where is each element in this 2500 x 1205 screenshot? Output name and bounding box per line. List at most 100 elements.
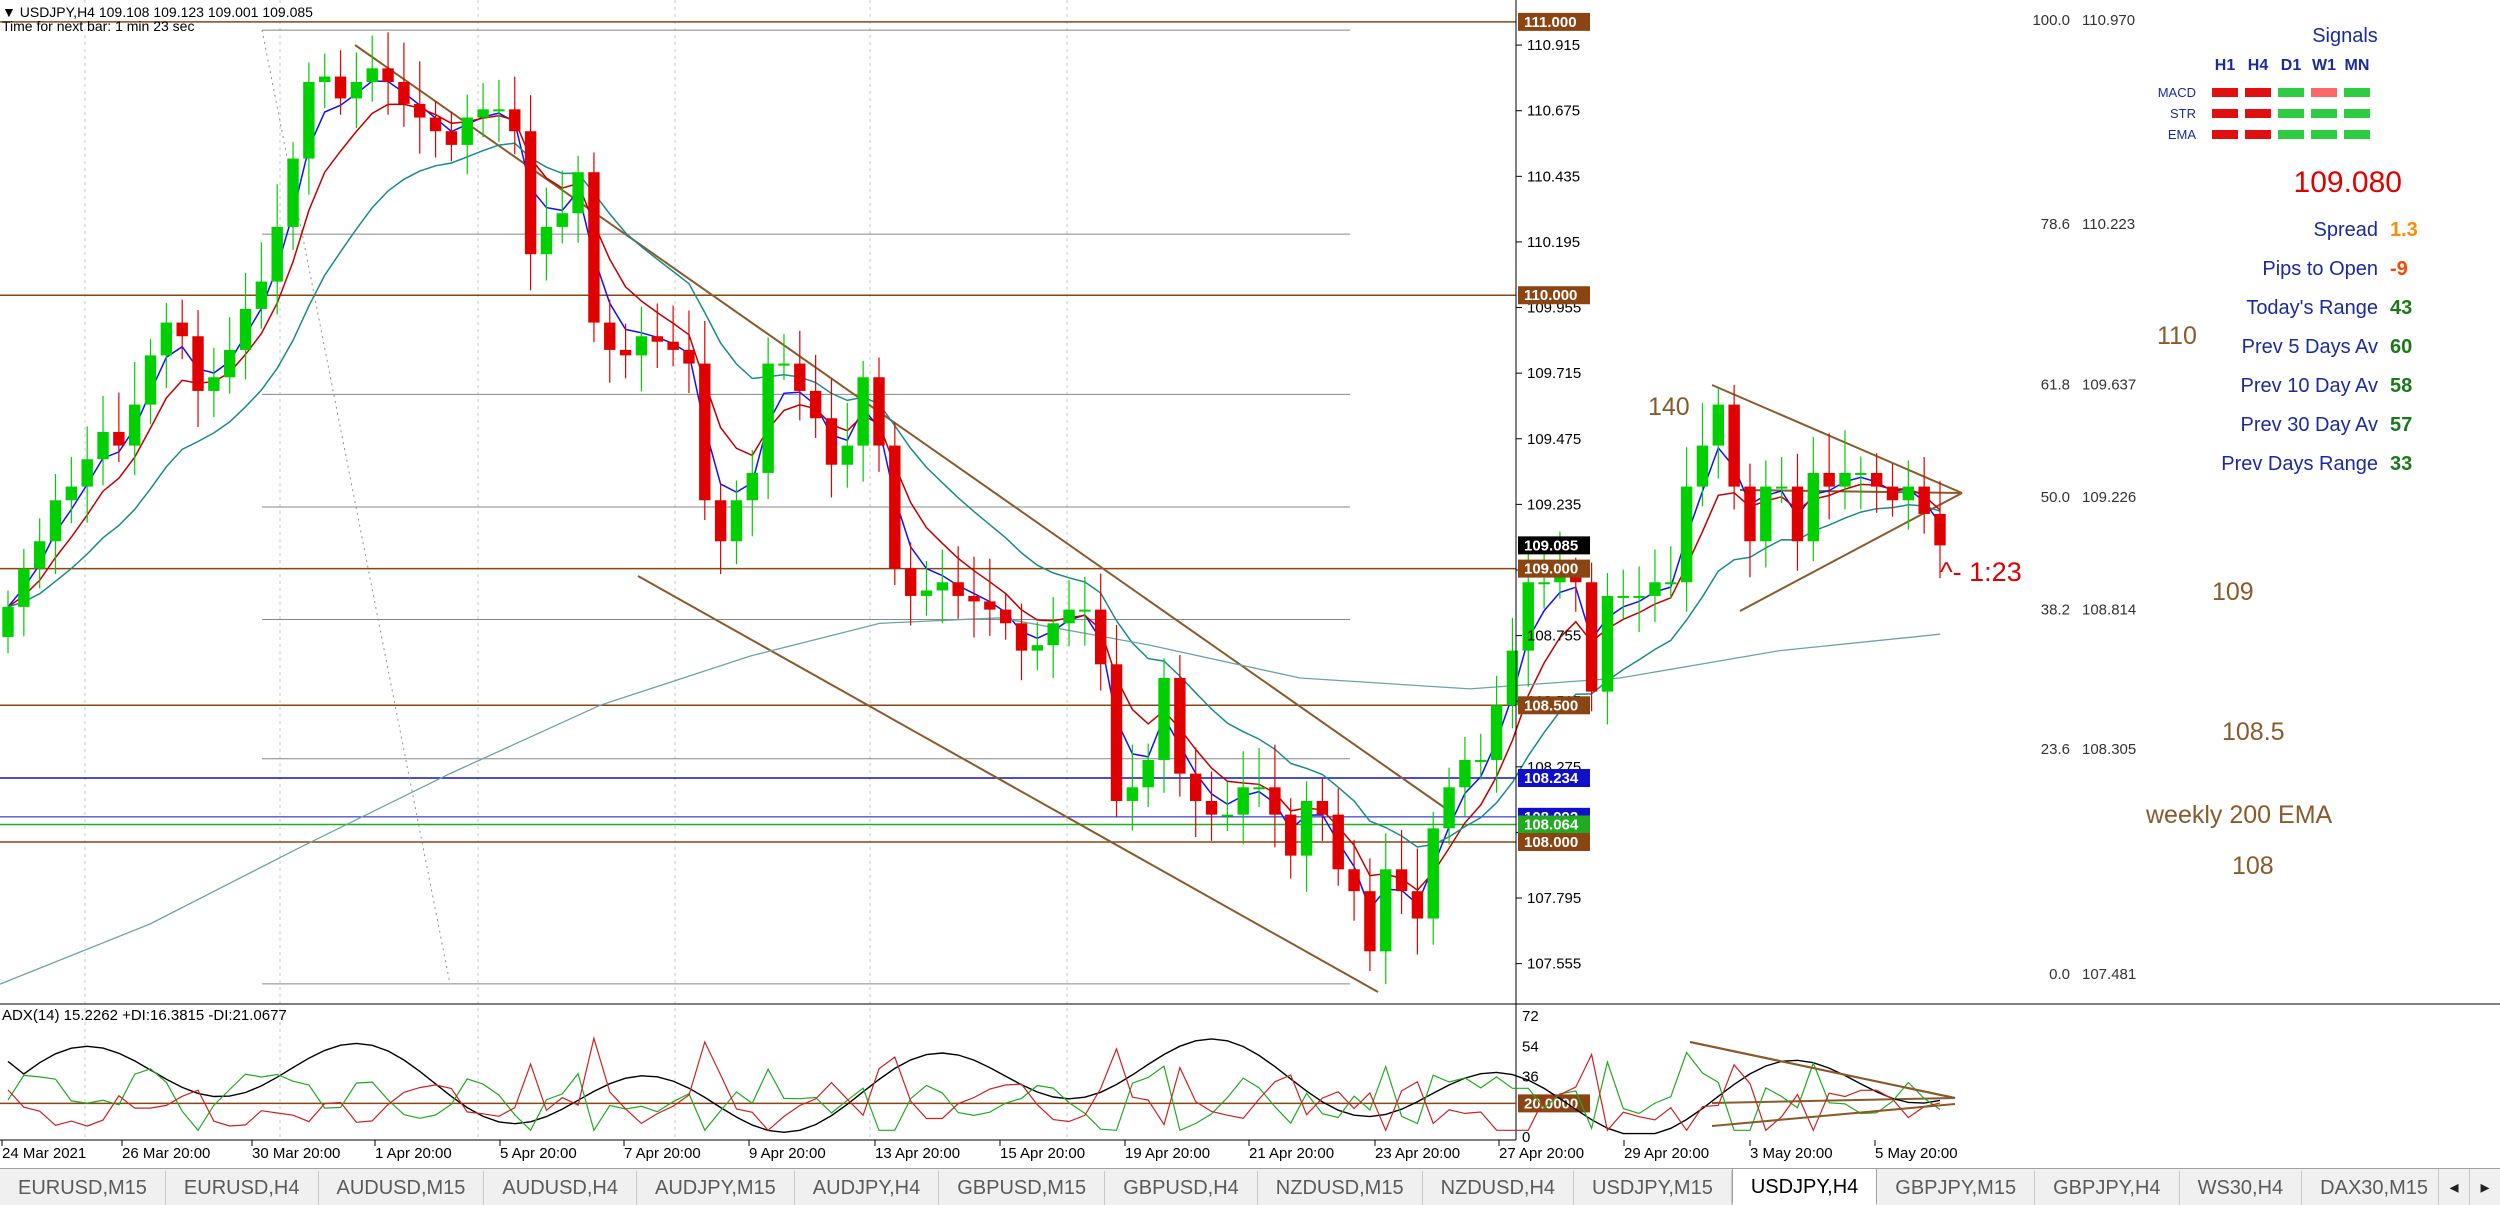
candle-body[interactable] — [556, 213, 568, 227]
candle-body[interactable] — [794, 363, 806, 391]
candle-body[interactable] — [1174, 677, 1186, 774]
candle-body[interactable] — [493, 109, 505, 112]
candle-body[interactable] — [1237, 787, 1249, 815]
candle-body[interactable] — [809, 390, 822, 419]
chart-tab[interactable]: AUDJPY,H4 — [795, 1171, 940, 1205]
chart-tab[interactable]: NZDUSD,M15 — [1258, 1171, 1423, 1205]
candle-body[interactable] — [18, 568, 30, 607]
candle-body[interactable] — [1617, 595, 1629, 598]
candle-body[interactable] — [604, 322, 616, 350]
candle-body[interactable] — [1443, 787, 1455, 829]
candle-body[interactable] — [366, 68, 378, 83]
candle-body[interactable] — [635, 336, 648, 356]
chart-tab[interactable]: AUDUSD,H4 — [484, 1171, 637, 1205]
candle-body[interactable] — [334, 76, 347, 99]
candle-body[interactable] — [1190, 773, 1202, 801]
candle-body[interactable] — [1158, 677, 1170, 760]
candle-body[interactable] — [1047, 623, 1059, 646]
candle-body[interactable] — [1300, 800, 1313, 856]
trendline[interactable] — [1711, 1097, 1956, 1104]
candle-body[interactable] — [588, 172, 600, 323]
candle-body[interactable] — [1063, 609, 1075, 624]
candle-body[interactable] — [1902, 486, 1915, 501]
candle-body[interactable] — [936, 582, 949, 591]
candle-body[interactable] — [445, 131, 458, 145]
candle-body[interactable] — [350, 82, 363, 99]
candle-body[interactable] — [683, 349, 695, 364]
candle-body[interactable] — [255, 281, 268, 309]
chart-tab[interactable]: GBPJPY,M15 — [1877, 1171, 2036, 1205]
candle-body[interactable] — [1712, 404, 1724, 446]
trendline[interactable] — [637, 575, 1379, 993]
candle-body[interactable] — [1031, 645, 1044, 651]
candle-body[interactable] — [841, 445, 854, 465]
tab-scroll-right-icon[interactable]: ▸ — [2469, 1169, 2500, 1205]
chart-tab[interactable]: GBPUSD,M15 — [939, 1171, 1106, 1205]
candle-body[interactable] — [1316, 800, 1329, 815]
candle-body[interactable] — [1760, 486, 1772, 542]
candle-body[interactable] — [873, 377, 885, 446]
candle-body[interactable] — [1601, 595, 1614, 692]
candle-body[interactable] — [1649, 582, 1661, 596]
candle-body[interactable] — [128, 404, 141, 446]
candle-body[interactable] — [1205, 800, 1218, 815]
candle-body[interactable] — [398, 82, 410, 104]
candle-body[interactable] — [999, 609, 1012, 624]
candle-body[interactable] — [1459, 759, 1471, 788]
chart-tab[interactable]: GBPJPY,H4 — [2035, 1171, 2180, 1205]
chart-tab[interactable]: EURUSD,M15 — [0, 1171, 166, 1205]
candle-body[interactable] — [1490, 705, 1503, 760]
chart-tab[interactable]: USDJPY,H4 — [1731, 1169, 1878, 1205]
candle-body[interactable] — [524, 131, 537, 255]
candle-body[interactable] — [1918, 486, 1930, 514]
candle-body[interactable] — [968, 595, 980, 602]
adx-trendline[interactable] — [1689, 1041, 1956, 1099]
candle-body[interactable] — [730, 500, 743, 542]
candle-body[interactable] — [1332, 814, 1344, 870]
candle-body[interactable] — [2, 606, 14, 637]
candle-body[interactable] — [952, 582, 964, 596]
candle-body[interactable] — [1807, 472, 1820, 542]
chart-tab[interactable]: AUDJPY,M15 — [637, 1171, 795, 1205]
chart-tab[interactable]: WS30,H4 — [2180, 1171, 2303, 1205]
time-axis[interactable]: 24 Mar 2021 26 Mar 20:00 30 Mar 20:00 1 Apr… — [1, 1140, 1958, 1162]
adx-panel[interactable]: ADX(14) 15.2262 +DI:16.3815 -DI:21.0677 7… — [0, 1003, 2500, 1146]
candle-body[interactable] — [81, 459, 93, 487]
candle-body[interactable] — [65, 486, 78, 501]
candle-body[interactable] — [714, 500, 727, 542]
candle-body[interactable] — [1110, 664, 1123, 801]
candle-body[interactable] — [414, 103, 426, 118]
price-axis[interactable]: 110.915110.675110.435110.195109.955109.7… — [1515, 0, 1590, 1140]
candle-body[interactable] — [984, 601, 996, 610]
candle-body[interactable] — [1285, 814, 1297, 856]
candle-body[interactable] — [746, 472, 758, 501]
candle-body[interactable] — [192, 336, 204, 391]
candle-body[interactable] — [1126, 787, 1139, 801]
candle-body[interactable] — [33, 541, 46, 569]
candle-body[interactable] — [1015, 623, 1028, 651]
trendline[interactable] — [354, 44, 1456, 816]
candle-body[interactable] — [1269, 787, 1281, 815]
candle-body[interactable] — [1633, 595, 1645, 598]
candle-body[interactable] — [1870, 472, 1883, 487]
candle-body[interactable] — [1475, 759, 1487, 762]
candle-body[interactable] — [49, 500, 62, 542]
candle-body[interactable] — [762, 363, 774, 473]
candle-body[interactable] — [224, 349, 236, 378]
candle-body[interactable] — [287, 158, 299, 227]
candle-body[interactable] — [1680, 486, 1693, 583]
candle-body[interactable] — [778, 363, 790, 366]
candle-body[interactable] — [904, 568, 917, 596]
candle-body[interactable] — [1395, 869, 1408, 892]
trendline[interactable] — [1711, 384, 1963, 494]
candle-body[interactable] — [540, 226, 553, 255]
candle-body[interactable] — [1570, 574, 1582, 583]
candle-body[interactable] — [303, 82, 315, 159]
candle-body[interactable] — [667, 341, 679, 350]
candle-body[interactable] — [461, 117, 473, 145]
candle-body[interactable] — [160, 322, 173, 356]
candle-body[interactable] — [1855, 472, 1867, 475]
candle-body[interactable] — [176, 322, 188, 337]
candle-body[interactable] — [1696, 445, 1709, 487]
